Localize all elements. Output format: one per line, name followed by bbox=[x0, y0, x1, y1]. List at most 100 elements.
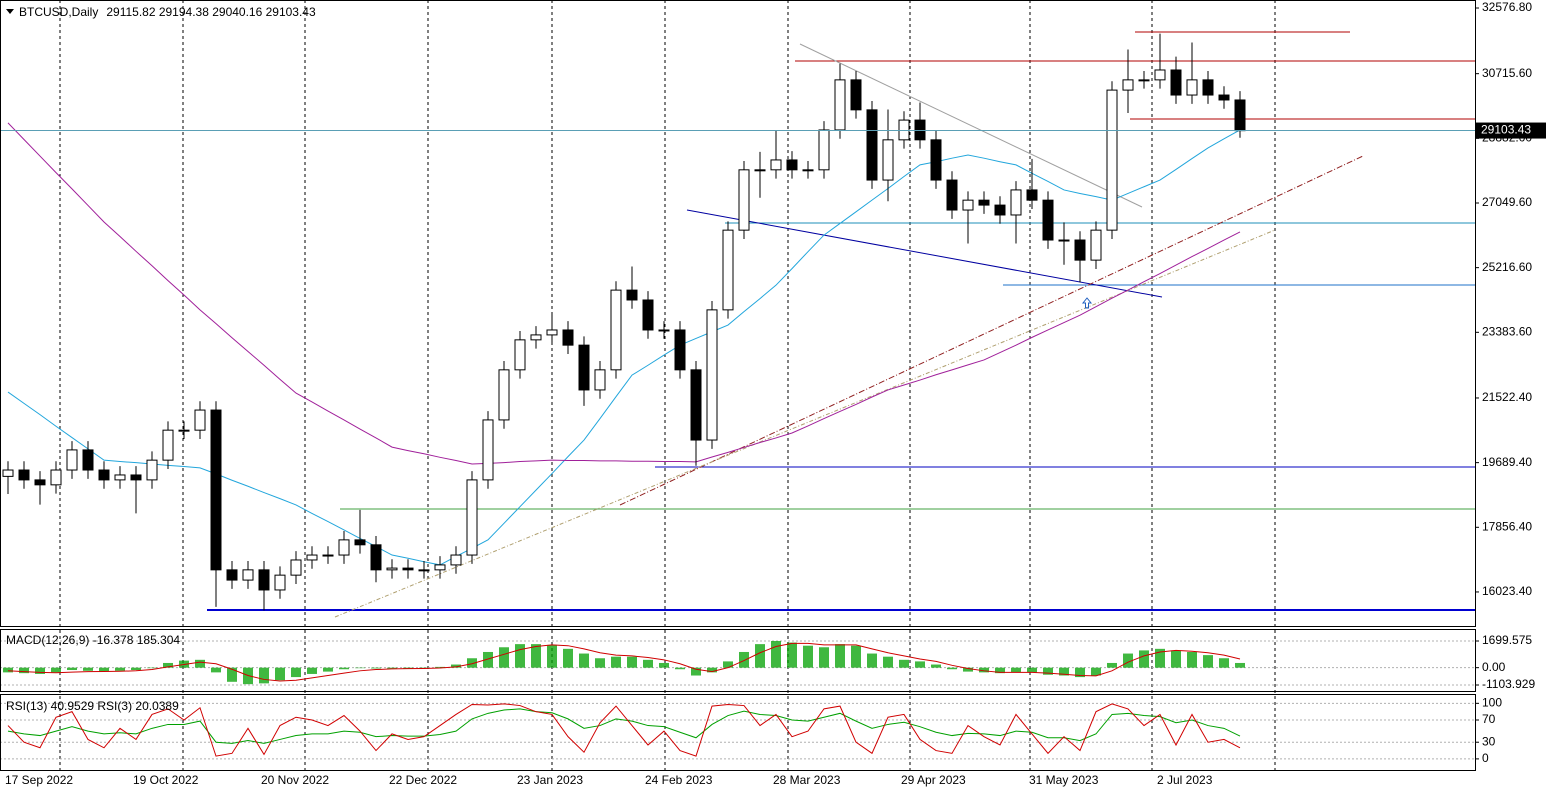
candle-body bbox=[1170, 69, 1182, 96]
candle-body bbox=[98, 469, 110, 481]
macd-bar bbox=[435, 666, 445, 668]
y-tick-label: 25216.60 bbox=[1482, 260, 1532, 274]
macd-bar bbox=[1011, 667, 1021, 673]
macd-bar bbox=[755, 644, 765, 668]
candle-body bbox=[754, 169, 766, 172]
candle-body bbox=[402, 567, 414, 571]
candle-body bbox=[562, 329, 574, 346]
candle-body bbox=[850, 79, 862, 111]
trend-line bbox=[686, 209, 1163, 298]
y-tick-label: 70 bbox=[1482, 712, 1496, 726]
candle-body bbox=[178, 429, 190, 432]
candle-body bbox=[434, 564, 446, 571]
y-tick-label: 19689.40 bbox=[1482, 455, 1532, 469]
vertical-grid bbox=[59, 0, 1276, 770]
macd-bar bbox=[707, 667, 717, 673]
candle-body bbox=[514, 339, 526, 371]
candle-body bbox=[82, 449, 94, 471]
candle-body bbox=[498, 369, 510, 421]
candle-body bbox=[1234, 99, 1246, 132]
macd-bar bbox=[963, 667, 973, 672]
macd-bar bbox=[851, 645, 861, 668]
macd-bar bbox=[579, 653, 589, 668]
trend-line bbox=[619, 155, 1364, 506]
candle-body bbox=[18, 469, 30, 481]
y-tick-label: 27049.60 bbox=[1482, 195, 1532, 209]
macd-bar bbox=[99, 667, 109, 672]
macd-bar bbox=[195, 659, 205, 668]
candle-body bbox=[1138, 79, 1150, 82]
candle-body bbox=[962, 199, 974, 211]
candle-body bbox=[738, 169, 750, 231]
macd-bar bbox=[803, 645, 813, 668]
candle-body bbox=[898, 119, 910, 141]
macd-bar bbox=[563, 648, 573, 668]
macd-bar bbox=[211, 667, 221, 673]
candle-body bbox=[338, 539, 350, 556]
candle-body bbox=[1042, 199, 1054, 241]
y-tick-label: 21522.40 bbox=[1482, 390, 1532, 404]
candle-body bbox=[978, 199, 990, 206]
arrow-icon bbox=[1081, 297, 1093, 309]
macd-bar bbox=[1219, 658, 1229, 668]
candle-body bbox=[1186, 79, 1198, 96]
candle-body bbox=[1058, 239, 1070, 242]
macd-bar bbox=[67, 667, 77, 671]
macd-bar bbox=[307, 667, 317, 674]
macd-bar bbox=[339, 667, 349, 670]
symbol: BTCUSD,Daily bbox=[19, 5, 98, 19]
x-tick-label: 29 Apr 2023 bbox=[901, 773, 966, 787]
macd-bar bbox=[387, 667, 397, 669]
candle-body bbox=[322, 554, 334, 557]
main-panel-frame bbox=[0, 0, 1476, 627]
macd-bar bbox=[131, 667, 141, 671]
macd-bar bbox=[1059, 667, 1069, 676]
x-tick-label: 31 May 2023 bbox=[1029, 773, 1099, 787]
candle-body bbox=[1106, 89, 1118, 231]
macd-bar bbox=[467, 658, 477, 668]
candle-body bbox=[482, 419, 494, 481]
y-tick-label: 30715.60 bbox=[1482, 66, 1532, 80]
macd-bar bbox=[227, 667, 237, 682]
macd-bar bbox=[147, 667, 157, 669]
macd-bar bbox=[403, 667, 413, 669]
candle-body bbox=[114, 474, 126, 481]
macd-bar bbox=[979, 667, 989, 673]
macd-bar bbox=[995, 667, 1005, 674]
candle-body bbox=[610, 289, 622, 371]
candle-body bbox=[770, 159, 782, 171]
macd-bar bbox=[1107, 662, 1117, 668]
candle-body bbox=[274, 574, 286, 591]
candle-body bbox=[450, 554, 462, 566]
rsi-label: RSI(13) 40.9529 RSI(3) 20.0389 bbox=[6, 699, 179, 713]
candle-body bbox=[290, 559, 302, 576]
candle-body bbox=[658, 329, 670, 332]
macd-bar bbox=[3, 667, 13, 673]
menu-triangle[interactable] bbox=[6, 9, 14, 14]
candle-body bbox=[226, 569, 238, 581]
macd-bar bbox=[931, 664, 941, 668]
y-tick-label: 0 bbox=[1482, 751, 1489, 765]
moving-average bbox=[7, 122, 1241, 465]
macd-bar bbox=[1235, 662, 1245, 668]
candle-body bbox=[626, 289, 638, 301]
candle-body bbox=[146, 459, 158, 481]
macd-bar bbox=[723, 661, 733, 668]
candle-body bbox=[1154, 69, 1166, 81]
candle-body bbox=[722, 229, 734, 311]
candle-body bbox=[50, 469, 62, 486]
macd-bar bbox=[163, 662, 173, 668]
ohlc: 29115.82 29194.38 29040.16 29103.43 bbox=[106, 5, 316, 19]
macd-bar bbox=[611, 656, 621, 668]
candle-body bbox=[306, 554, 318, 561]
macd-bar bbox=[595, 658, 605, 668]
macd-bar bbox=[1075, 667, 1085, 678]
macd-bar bbox=[1091, 667, 1101, 676]
y-tick-label: 1699.575 bbox=[1482, 633, 1532, 647]
candle-body bbox=[210, 409, 222, 571]
y-tick-label: 100 bbox=[1482, 696, 1502, 710]
x-tick-label: 2 Jul 2023 bbox=[1157, 773, 1213, 787]
macd-bar bbox=[19, 667, 29, 674]
x-tick-label: 23 Jan 2023 bbox=[517, 773, 583, 787]
